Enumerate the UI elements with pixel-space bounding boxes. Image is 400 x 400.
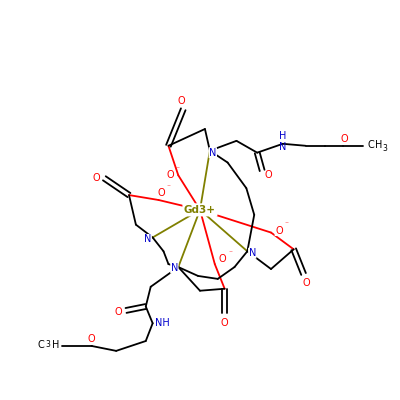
Text: O: O bbox=[275, 226, 283, 236]
Text: O: O bbox=[158, 188, 165, 198]
Text: N: N bbox=[171, 263, 178, 273]
Text: N: N bbox=[209, 148, 216, 158]
Text: N: N bbox=[248, 248, 256, 258]
Text: 3: 3 bbox=[45, 340, 50, 350]
Text: ⁻: ⁻ bbox=[285, 219, 289, 228]
Text: ⁻: ⁻ bbox=[166, 183, 170, 192]
Text: ⁻: ⁻ bbox=[175, 164, 179, 173]
Text: O: O bbox=[114, 308, 122, 318]
Text: O: O bbox=[221, 318, 228, 328]
Text: O: O bbox=[167, 170, 174, 180]
Text: O: O bbox=[219, 254, 226, 264]
Text: O: O bbox=[264, 170, 272, 180]
Text: H: H bbox=[374, 140, 382, 150]
Text: N: N bbox=[144, 234, 152, 244]
Text: O: O bbox=[93, 173, 100, 183]
Text: H: H bbox=[279, 131, 286, 141]
Text: O: O bbox=[340, 134, 348, 144]
Text: NH: NH bbox=[155, 318, 169, 328]
Text: ⁻: ⁻ bbox=[228, 249, 232, 258]
Text: C: C bbox=[38, 340, 44, 350]
Text: O: O bbox=[178, 96, 185, 106]
Text: O: O bbox=[303, 278, 310, 288]
Text: 3: 3 bbox=[382, 144, 387, 153]
Text: N: N bbox=[279, 142, 286, 152]
Text: H: H bbox=[52, 340, 59, 350]
Text: C: C bbox=[368, 140, 374, 150]
Text: O: O bbox=[88, 334, 95, 344]
Text: Gd3+: Gd3+ bbox=[184, 205, 216, 215]
